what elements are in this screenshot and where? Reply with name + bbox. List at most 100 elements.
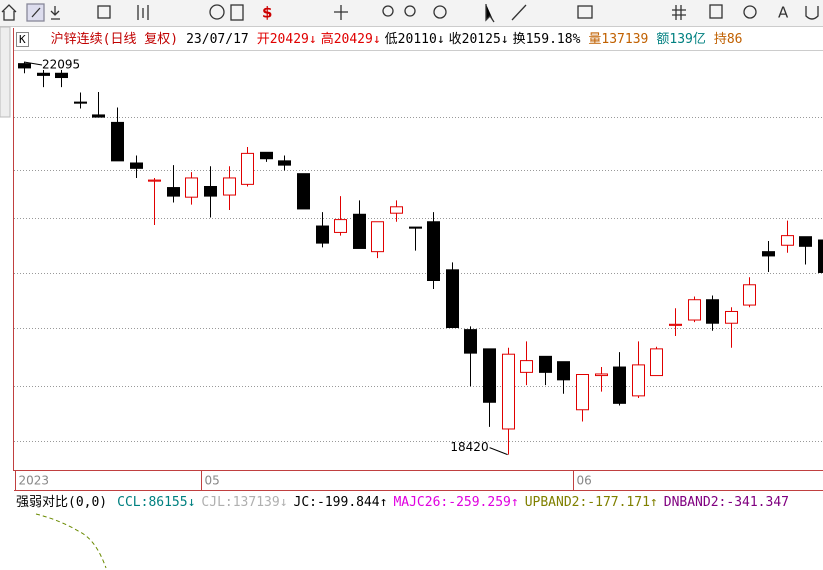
toolbar-icons xyxy=(1,3,819,23)
candle-body xyxy=(316,225,329,244)
candle-body xyxy=(74,101,87,104)
indicator-item: DNBAND2:-341.347 xyxy=(663,495,789,510)
candle-body xyxy=(130,162,143,169)
icon-rect[interactable] xyxy=(709,4,723,19)
candle-body xyxy=(371,221,384,253)
candle-body xyxy=(111,121,124,162)
icon-grid[interactable] xyxy=(97,5,111,19)
candle-body xyxy=(390,206,403,214)
icon-zoom-out[interactable] xyxy=(404,5,416,17)
candle-body xyxy=(539,355,552,373)
icon-home[interactable] xyxy=(1,4,17,21)
candle-body xyxy=(464,329,477,354)
symbol: 沪锌连续(日线 复权) xyxy=(50,32,179,47)
icon-line[interactable] xyxy=(511,4,527,21)
icon-play[interactable] xyxy=(209,4,225,20)
candle-body xyxy=(502,353,515,430)
candle-body xyxy=(260,151,273,160)
candle-body xyxy=(669,323,682,326)
icon-move[interactable] xyxy=(334,5,348,20)
indicator-item: JC:-199.844 xyxy=(293,495,380,510)
icon-kline[interactable] xyxy=(137,5,149,20)
candle-body xyxy=(520,360,533,373)
candle-body xyxy=(427,221,440,281)
icon-hash[interactable] xyxy=(672,5,686,20)
candle-body xyxy=(204,185,217,197)
candle-body xyxy=(688,299,701,321)
candle-body xyxy=(557,361,570,381)
info-arrow: ↓ xyxy=(436,32,445,47)
indicator-arrow: ↑ xyxy=(379,495,388,510)
candle-body xyxy=(595,373,608,377)
candle-body xyxy=(743,284,756,306)
plot-area: 22095 18420 xyxy=(14,58,823,456)
period-key: K xyxy=(16,32,29,47)
icon-table[interactable] xyxy=(577,5,593,19)
candle-body xyxy=(241,152,254,185)
candle-body xyxy=(446,269,459,328)
candle-body xyxy=(818,239,823,273)
icon-pointer[interactable] xyxy=(485,4,495,23)
icon-doc[interactable] xyxy=(230,4,244,21)
date: 23/07/17 xyxy=(186,32,249,47)
info-item: 低20110 xyxy=(384,32,437,47)
candle-body xyxy=(799,236,812,247)
info-arrow: ↓ xyxy=(372,32,381,47)
annotation: 22095 xyxy=(42,58,80,72)
indicator-arrow: ↓ xyxy=(279,495,288,510)
indicator-item: MAJC26:-259.259 xyxy=(393,495,511,510)
indicator-name: 强弱对比(0,0) xyxy=(16,495,108,510)
indicator-bar: 强弱对比(0,0) CCL:86155↓ CJL:137139↓ JC:-199.84… xyxy=(16,493,789,513)
candle-body xyxy=(297,173,310,210)
candle-body xyxy=(185,177,198,198)
toolbar-label[interactable]: $ xyxy=(262,4,272,22)
candle-body xyxy=(781,235,794,246)
candle-body xyxy=(92,114,105,118)
candle-body xyxy=(278,160,291,166)
candle-body xyxy=(334,219,347,233)
candle-body xyxy=(353,213,366,249)
icon-magnet[interactable] xyxy=(805,6,819,20)
candle-body xyxy=(725,310,738,324)
indicator-line xyxy=(35,513,107,569)
info-item: 量137139 xyxy=(588,32,649,47)
indicator-arrow: ↓ xyxy=(187,495,196,510)
icon-zoom-in[interactable] xyxy=(382,5,394,17)
candle-body xyxy=(706,299,719,324)
candle-body xyxy=(762,251,775,257)
icon-draw-line xyxy=(31,7,41,18)
candle-body xyxy=(613,366,626,404)
candle-body xyxy=(148,179,161,182)
info-arrow: ↓ xyxy=(308,32,317,47)
x-tick-label: 05 xyxy=(205,474,220,488)
indicator-item: CCL:86155 xyxy=(117,495,188,510)
info-item: 收20125 xyxy=(448,32,501,47)
candle-body xyxy=(18,63,31,69)
indicator-arrow: ↑ xyxy=(510,495,519,510)
indicator-arrow: ↑ xyxy=(649,495,658,510)
info-item: 额139亿 xyxy=(656,32,706,47)
candle-body xyxy=(55,72,68,79)
info-item: 换159.18% xyxy=(512,32,581,47)
icon-download[interactable] xyxy=(50,6,60,20)
candle-body xyxy=(223,177,236,196)
candle-body xyxy=(483,348,496,403)
toolbar-label[interactable]: A xyxy=(778,4,789,22)
icon-settings[interactable] xyxy=(433,5,447,19)
candle-body xyxy=(632,364,645,397)
x-tick-label: 2023 xyxy=(19,474,50,488)
info-arrow: ↓ xyxy=(500,32,509,47)
side-strip xyxy=(0,26,11,118)
annotation-leader xyxy=(23,61,43,66)
candle-body xyxy=(650,348,663,377)
candle-body xyxy=(409,226,422,229)
indicator-item: CJL:137139 xyxy=(201,495,280,510)
x-tick-label: 06 xyxy=(577,474,592,488)
candle-body xyxy=(576,374,589,411)
info-item: 高20429 xyxy=(320,32,373,47)
icon-circle[interactable] xyxy=(743,5,757,19)
toolbar: $ A xyxy=(0,0,823,27)
